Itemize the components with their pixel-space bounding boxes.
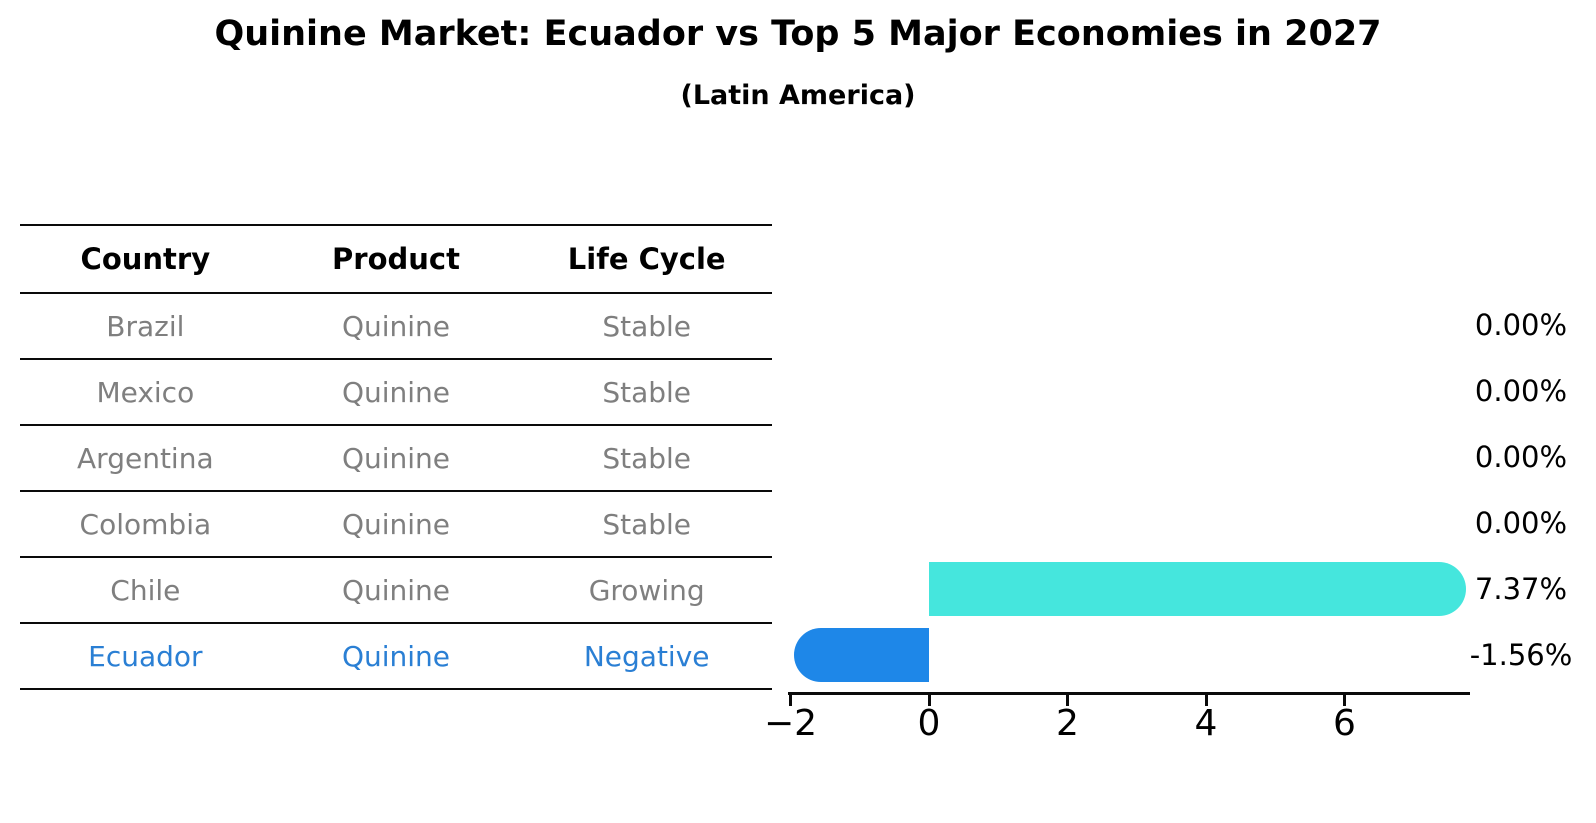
x-axis-tick-label: −2	[763, 703, 818, 744]
cell-country: Colombia	[79, 507, 212, 541]
column-header-country: Country	[80, 242, 211, 276]
x-axis-tickmark	[1066, 695, 1069, 706]
cell-product: Quinine	[341, 309, 451, 343]
x-axis-tick-label: 0	[917, 703, 941, 744]
summary-table: Country Product Life Cycle Brazil Quinin…	[20, 224, 772, 690]
table-row-brazil: Brazil Quinine Stable	[20, 294, 772, 360]
value-label-brazil: 0.00%	[1474, 308, 1568, 342]
x-axis-tickmark	[1343, 695, 1346, 706]
x-axis-tickmark	[789, 695, 792, 706]
cell-product: Quinine	[341, 573, 451, 607]
bar-ecuador	[793, 628, 929, 682]
cell-country: Ecuador	[88, 639, 203, 673]
cell-life-cycle: Stable	[602, 507, 692, 541]
value-label-ecuador: -1.56%	[1469, 638, 1573, 672]
column-header-product: Product	[332, 242, 460, 276]
cell-life-cycle: Stable	[602, 309, 692, 343]
column-header-life-cycle: Life Cycle	[567, 242, 726, 276]
chart-subtitle: (Latin America)	[680, 80, 916, 111]
x-axis-tick-label: 4	[1194, 703, 1218, 744]
table-header-row: Country Product Life Cycle	[20, 226, 772, 294]
x-axis-tick-label: 2	[1056, 703, 1079, 744]
cell-life-cycle: Negative	[583, 639, 710, 673]
value-label-argentina: 0.00%	[1474, 440, 1568, 474]
x-axis-line	[788, 692, 1470, 695]
chart-title: Quinine Market: Ecuador vs Top 5 Major E…	[214, 14, 1382, 54]
value-label-chile: 7.37%	[1474, 572, 1568, 606]
cell-life-cycle: Stable	[602, 441, 692, 475]
cell-country: Chile	[110, 573, 181, 607]
table-row-ecuador: Ecuador Quinine Negative	[20, 624, 772, 690]
cell-country: Brazil	[106, 309, 185, 343]
x-axis-tickmark	[927, 695, 931, 706]
bar-chile	[929, 562, 1467, 616]
table-row-chile: Chile Quinine Growing	[20, 558, 772, 624]
cell-product: Quinine	[341, 507, 451, 541]
cell-product: Quinine	[341, 639, 451, 673]
value-label-colombia: 0.00%	[1474, 506, 1568, 540]
x-axis-tickmark	[1204, 695, 1208, 706]
cell-country: Mexico	[96, 375, 195, 409]
cell-country: Argentina	[77, 441, 214, 475]
cell-product: Quinine	[341, 441, 451, 475]
cell-life-cycle: Stable	[602, 375, 692, 409]
table-row-mexico: Mexico Quinine Stable	[20, 360, 772, 426]
table-row-colombia: Colombia Quinine Stable	[20, 492, 772, 558]
cell-product: Quinine	[341, 375, 451, 409]
x-axis-tick-label: 6	[1333, 703, 1356, 744]
value-label-mexico: 0.00%	[1474, 374, 1568, 408]
cell-life-cycle: Growing	[588, 573, 705, 607]
table-row-argentina: Argentina Quinine Stable	[20, 426, 772, 492]
